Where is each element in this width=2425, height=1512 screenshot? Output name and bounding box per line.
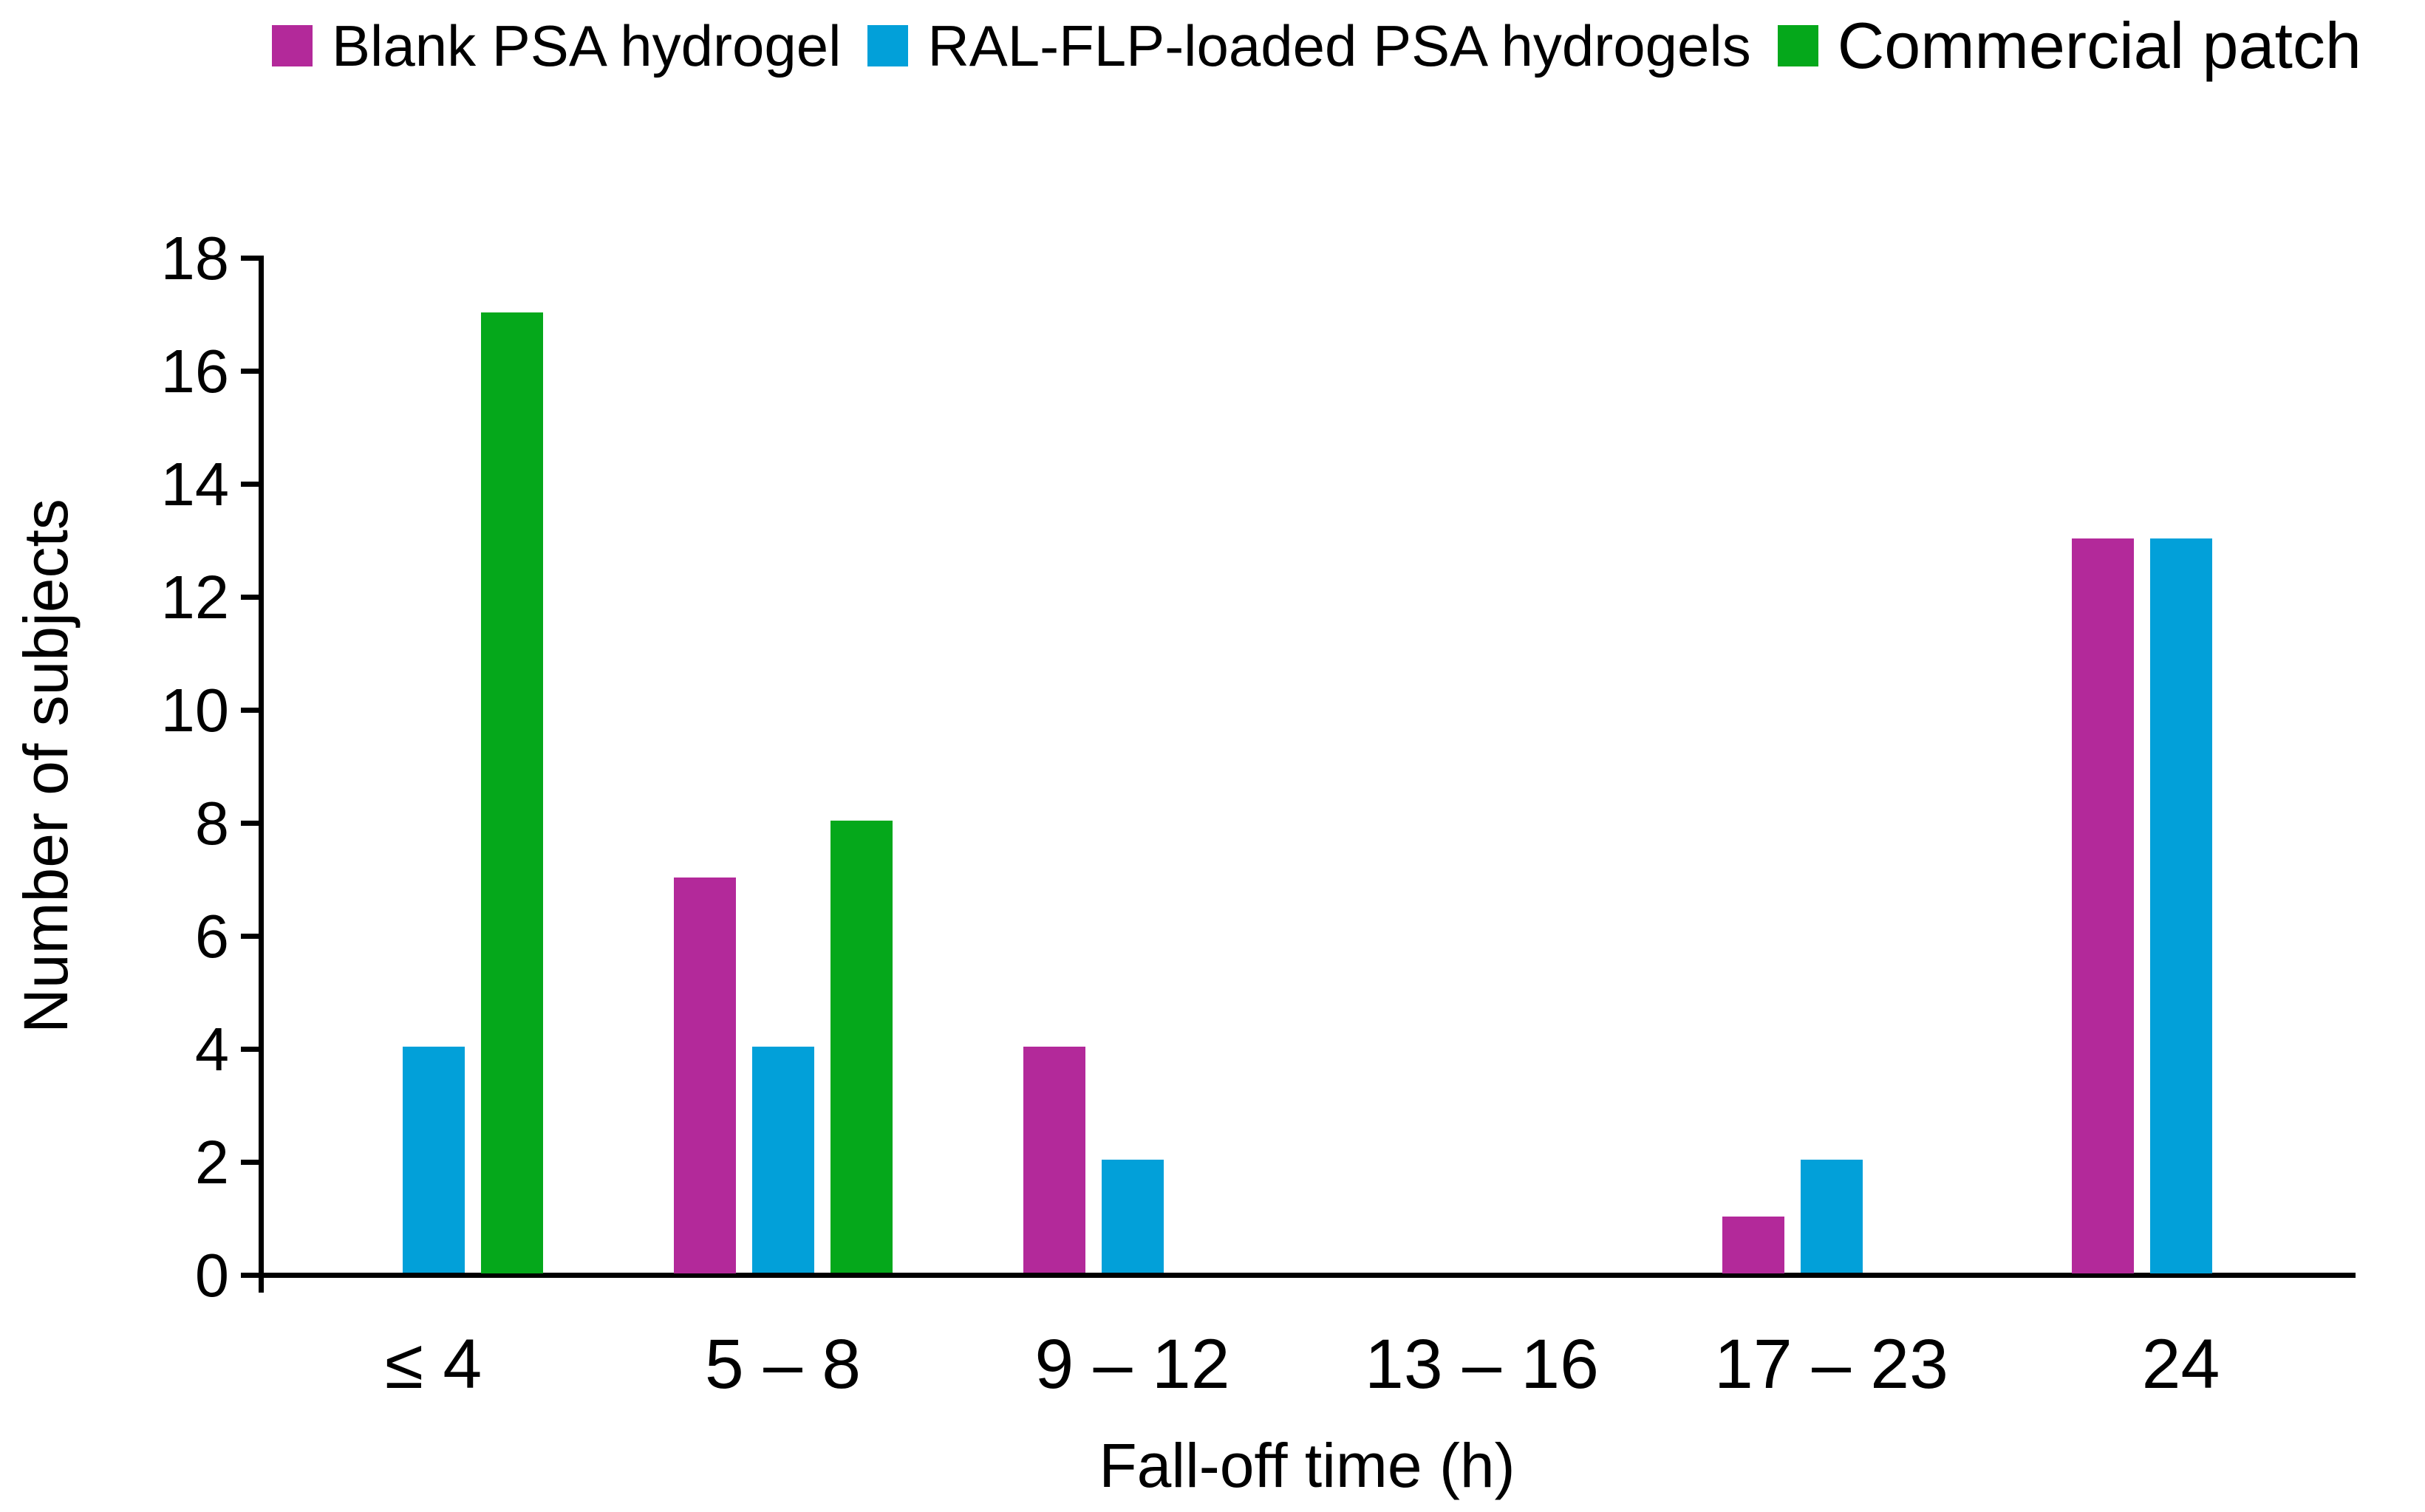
y-axis-tick bbox=[241, 934, 259, 939]
y-axis-line bbox=[259, 256, 264, 1293]
legend-item: Blank PSA hydrogel bbox=[272, 17, 841, 75]
bar-blank bbox=[1023, 1047, 1085, 1273]
bar-commercial bbox=[481, 312, 543, 1273]
x-tick-label: 17 – 23 bbox=[1714, 1325, 1948, 1403]
x-tick-label: ≤ 4 bbox=[384, 1325, 482, 1403]
legend-label: RAL-FLP-loaded PSA hydrogels bbox=[927, 13, 1751, 78]
y-tick-label: 8 bbox=[194, 789, 229, 858]
x-axis-line bbox=[241, 1273, 2356, 1278]
y-tick-label: 2 bbox=[194, 1128, 229, 1197]
bar-commercial bbox=[830, 821, 893, 1273]
y-axis-tick bbox=[241, 1160, 259, 1165]
legend-swatch-icon bbox=[272, 25, 313, 66]
y-tick-label: 16 bbox=[160, 337, 229, 406]
bar-ralflp bbox=[403, 1047, 465, 1273]
bar-ralflp bbox=[1801, 1160, 1863, 1273]
y-axis-tick bbox=[241, 821, 259, 826]
y-axis-tick bbox=[241, 256, 259, 261]
legend-item: RAL-FLP-loaded PSA hydrogels bbox=[867, 13, 1751, 78]
y-tick-label: 12 bbox=[160, 563, 229, 632]
y-tick-label: 6 bbox=[194, 902, 229, 971]
y-tick-label: 14 bbox=[160, 450, 229, 519]
y-tick-label: 18 bbox=[160, 224, 229, 293]
legend: Blank PSA hydrogel RAL-FLP-loaded PSA hyd… bbox=[272, 13, 2361, 78]
y-axis-tick bbox=[241, 1273, 259, 1278]
bar-blank bbox=[2072, 538, 2134, 1273]
bar-ralflp bbox=[1102, 1160, 1164, 1273]
x-tick-label: 24 bbox=[2141, 1325, 2220, 1403]
legend-label: Commercial patch bbox=[1837, 9, 2361, 82]
y-tick-label: 4 bbox=[194, 1015, 229, 1084]
bar-ralflp bbox=[2150, 538, 2212, 1273]
x-tick-label: 5 – 8 bbox=[704, 1325, 862, 1403]
x-tick-label: 13 – 16 bbox=[1365, 1325, 1599, 1403]
x-tick-label: 9 – 12 bbox=[1034, 1325, 1230, 1403]
y-axis-tick bbox=[241, 369, 259, 374]
legend-swatch-icon bbox=[1777, 25, 1818, 66]
legend-label: Blank PSA hydrogel bbox=[332, 13, 842, 78]
legend-swatch-icon bbox=[867, 25, 909, 66]
legend-item: Commercial patch bbox=[1777, 9, 2361, 82]
y-tick-label: 0 bbox=[194, 1241, 229, 1310]
bar-blank bbox=[1722, 1217, 1784, 1273]
x-axis-title: Fall-off time (h) bbox=[1099, 1431, 1515, 1500]
y-axis-tick bbox=[241, 708, 259, 713]
bar-ralflp bbox=[752, 1047, 814, 1273]
y-axis-tick bbox=[241, 595, 259, 600]
bar-blank bbox=[674, 878, 736, 1273]
y-axis-tick bbox=[241, 482, 259, 487]
y-axis-tick bbox=[241, 1047, 259, 1052]
y-tick-label: 10 bbox=[160, 676, 229, 745]
